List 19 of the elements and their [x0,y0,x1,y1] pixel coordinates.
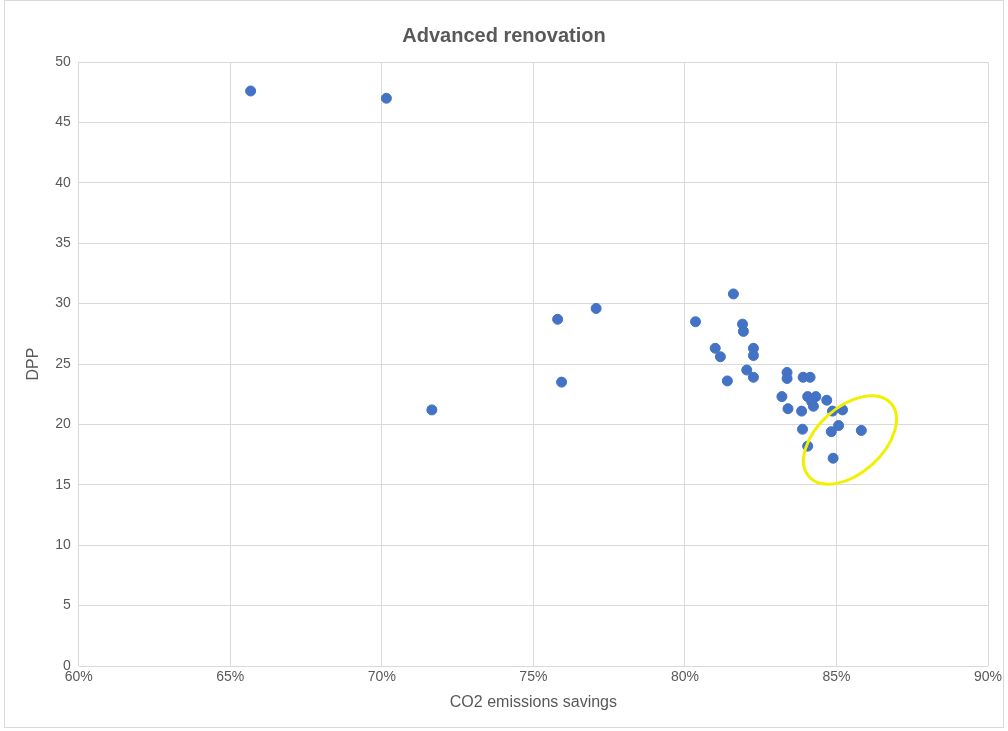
y-tick-label: 15 [55,475,71,492]
y-tick-label: 25 [55,354,71,371]
chart-title: Advanced renovation [402,23,606,46]
y-tick-label: 50 [55,52,71,69]
y-axis-title: DPP [24,347,42,381]
y-tick-label: 30 [55,294,71,311]
x-tick-label: 75% [519,668,548,685]
x-tick-label: 65% [216,668,245,685]
y-tick-label: 40 [55,173,71,190]
y-tick-label: 20 [55,415,71,432]
y-tick-label: 10 [55,536,71,553]
x-tick-label: 80% [670,668,699,685]
x-axis-title: CO2 emissions savings [449,692,617,710]
x-tick-label: 90% [973,668,1003,685]
y-tick-label: 45 [55,113,71,130]
y-tick-label: 35 [55,234,71,251]
x-tick-label: 70% [367,668,396,685]
y-tick-label: 5 [62,596,71,613]
x-tick-label: 85% [822,668,851,685]
